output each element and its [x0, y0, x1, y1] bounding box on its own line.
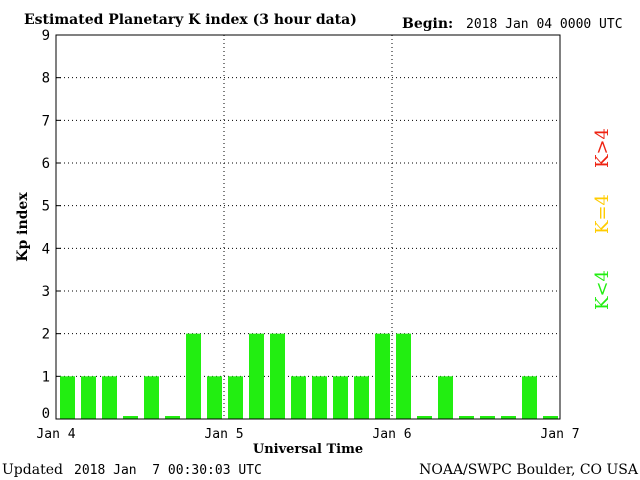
- x-tick-label: Jan 7: [540, 427, 579, 442]
- kp-bar: [396, 333, 411, 419]
- x-axis-label: Universal Time: [253, 442, 363, 457]
- kp-bar: [375, 333, 390, 419]
- begin-value: 2018 Jan 04 0000 UTC: [466, 17, 623, 32]
- y-tick-labels: 0 1 2 3 4 5 6 7 8 9: [42, 28, 50, 422]
- kp-bar: [102, 376, 117, 419]
- kp-bar: [207, 376, 222, 419]
- kp-bar: [249, 333, 264, 419]
- y-tick-label: 4: [42, 241, 50, 257]
- legend-k-less-4: K<4: [592, 270, 613, 310]
- y-tick-label: 2: [42, 327, 50, 343]
- kp-bar: [459, 416, 474, 419]
- y-tick-label: 8: [42, 71, 50, 87]
- kp-bar: [186, 333, 201, 419]
- kp-bar: [81, 376, 96, 419]
- legend-k-equal-4: K=4: [592, 194, 613, 234]
- grid-lines: [56, 34, 560, 420]
- kp-bar: [165, 416, 180, 419]
- y-tick-label: 5: [42, 199, 50, 215]
- begin-label: Begin:: [402, 16, 453, 32]
- y-axis-label: Kp index: [15, 192, 31, 262]
- y-tick-label: 0: [42, 406, 50, 422]
- kp-bar: [123, 416, 138, 419]
- y-tick-label: 9: [42, 28, 50, 44]
- plot-frame: [55, 34, 561, 420]
- y-tick-label: 1: [42, 369, 50, 385]
- kp-bar: [333, 376, 348, 419]
- kp-bar: [270, 333, 285, 419]
- kp-bar: [543, 416, 558, 419]
- y-tick-label: 7: [42, 113, 50, 129]
- kp-bar: [354, 376, 369, 419]
- y-tick-label: 3: [42, 284, 50, 300]
- kp-bar: [522, 376, 537, 419]
- kp-bar: [480, 416, 495, 419]
- kp-bar: [144, 376, 159, 419]
- legend-k-greater-4: K>4: [592, 128, 613, 168]
- x-tick-label: Jan 4: [36, 427, 75, 442]
- kp-bar: [438, 376, 453, 419]
- chart-title: Estimated Planetary K index (3 hour data…: [24, 12, 357, 28]
- x-tick-labels: Jan 4 Jan 5 Jan 6 Jan 7: [36, 427, 579, 442]
- x-tick-label: Jan 6: [372, 427, 411, 442]
- x-tick-label: Jan 5: [204, 427, 243, 442]
- kp-bar: [60, 376, 75, 419]
- kp-bar: [417, 416, 432, 419]
- updated-label: Updated: [2, 462, 63, 478]
- kp-bar: [312, 376, 327, 419]
- y-tick-label: 6: [42, 156, 50, 172]
- updated-value: 2018 Jan 7 00:30:03 UTC: [74, 463, 262, 478]
- kp-bar: [501, 416, 516, 419]
- kp-bar: [228, 376, 243, 419]
- source-credit: NOAA/SWPC Boulder, CO USA: [419, 462, 639, 478]
- kp-bar: [291, 376, 306, 419]
- bars: [60, 333, 558, 419]
